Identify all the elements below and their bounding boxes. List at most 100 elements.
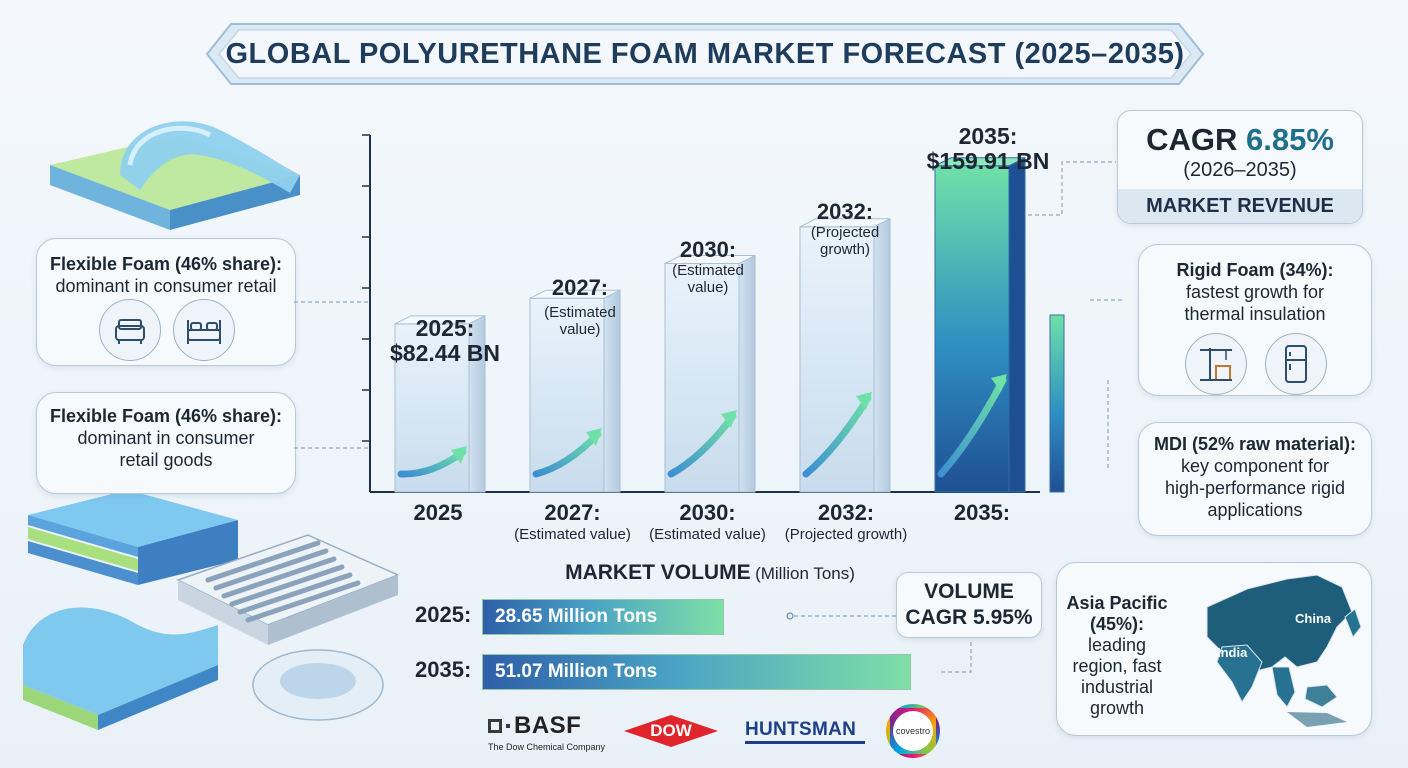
- title-banner: GLOBAL POLYURETHANE FOAM MARKET FORECAST…: [205, 22, 1205, 86]
- volume-connector: [786, 612, 972, 673]
- asia-title: Asia Pacific: [1066, 593, 1168, 613]
- bar-2027: [529, 289, 621, 493]
- bar-front: [529, 297, 605, 493]
- volume-title: MARKET VOLUME: [565, 561, 751, 584]
- callout-title: Rigid Foam (34%):: [1176, 260, 1334, 280]
- dow-logo: DOW: [622, 713, 720, 749]
- x-label-2032: 2032: (Projected growth): [776, 500, 916, 543]
- bed-icon: [173, 299, 235, 361]
- bar-2025: [394, 315, 486, 493]
- cagr-period: (2026–2035): [1183, 159, 1297, 181]
- basf-subtext: The Dow Chemical Company: [488, 742, 606, 752]
- callout-text-line2: thermal insulation: [1184, 304, 1326, 324]
- sofa-icon: [99, 299, 161, 361]
- volume-cagr-box: VOLUME CAGR 5.95%: [896, 572, 1042, 638]
- volume-cagr-line1: VOLUME: [924, 580, 1014, 603]
- growth-arrowhead-icon: [856, 392, 872, 410]
- volume-unit: (Million Tons): [755, 564, 855, 583]
- decorative-bar: [1049, 314, 1065, 493]
- volume-bar-label: 51.07 Million Tons: [495, 661, 658, 682]
- value-label-year: 2025:: [415, 315, 475, 341]
- volume-bar-label: 28.65 Million Tons: [495, 606, 658, 627]
- asia-line3: industrial: [1080, 677, 1154, 697]
- value-label-2030: 2030: (Estimated value): [628, 238, 788, 297]
- callout-text: dominant in consumer retail: [55, 276, 277, 296]
- value-label-note: (Projected growth): [810, 224, 880, 258]
- connector-lines-right: [1028, 161, 1123, 470]
- value-label-year: 2032:: [816, 199, 874, 224]
- x-label-sub: (Estimated value): [514, 526, 631, 543]
- volume-year-label: 2035:: [415, 657, 472, 682]
- bar-2035: [934, 156, 1026, 493]
- growth-arrowhead-icon: [586, 428, 602, 446]
- revenue-bar-chart: [362, 134, 1065, 493]
- x-label-year: 2027:: [544, 500, 601, 525]
- connector-lines-left: [294, 301, 370, 449]
- bar-front: [934, 165, 1010, 493]
- volume-chart-title: MARKET VOLUME (Million Tons): [540, 561, 880, 585]
- value-label-2027: 2027: (Estimated value): [500, 275, 660, 339]
- covestro-logo: covestro: [886, 704, 940, 758]
- page-title: GLOBAL POLYURETHANE FOAM MARKET FORECAST…: [225, 38, 1185, 70]
- basf-logo: BASF The Dow Chemical Company: [488, 712, 608, 752]
- asia-line4: growth: [1089, 698, 1145, 718]
- callout-asia-pacific: Asia Pacific (45%): leading region, fast…: [1056, 562, 1372, 736]
- x-label-year: 2035:: [953, 500, 1011, 525]
- growth-arrowhead-icon: [991, 374, 1007, 392]
- value-label-2025: 2025: $82.44 BN: [365, 316, 525, 366]
- map-label-china: China: [1295, 611, 1332, 626]
- bar-2032: [799, 217, 891, 493]
- volume-bar-2025: 28.65 Million Tons: [482, 599, 724, 635]
- construction-crane-icon: [1185, 333, 1247, 395]
- value-label-note: (Estimated value): [544, 304, 616, 338]
- cagr-card: CAGR 6.85% (2026–2035) MARKET REVENUE: [1117, 110, 1363, 224]
- asia-share: (45%):: [1089, 614, 1144, 634]
- callout-rigid-foam: Rigid Foam (34%): fastest growth for the…: [1138, 244, 1372, 396]
- x-label-year: 2030:: [679, 500, 736, 525]
- x-label-sub: (Projected growth): [784, 526, 908, 543]
- volume-year-label: 2025:: [415, 602, 472, 627]
- value-label-2035: 2035: $159.91 BN: [898, 124, 1078, 174]
- growth-arrow-icon: [937, 376, 1007, 478]
- callout-title: Flexible Foam (46% share):: [49, 254, 283, 274]
- callout-text-line2: retail goods: [119, 450, 213, 470]
- bar-front: [664, 263, 740, 493]
- bar-top: [934, 157, 1026, 167]
- bar-top: [799, 218, 891, 228]
- value-label-amount: $159.91 BN: [926, 148, 1050, 174]
- foam-products-illustration: [23, 490, 398, 730]
- covestro-wordmark: covestro: [893, 711, 933, 751]
- x-label-2030: 2030: (Estimated value): [640, 500, 775, 543]
- callout-text-line3: applications: [1207, 500, 1303, 520]
- foam-mattress-illustration: [50, 121, 300, 230]
- x-label-2025: 2025: [378, 500, 498, 526]
- volume-bar-2035: 51.07 Million Tons: [482, 654, 912, 690]
- map-label-india: India: [1217, 645, 1248, 660]
- growth-arrow-icon: [667, 412, 737, 478]
- value-label-amount: $82.44 BN: [390, 340, 500, 366]
- x-label-year: 2032:: [817, 500, 875, 525]
- value-label-year: 2027:: [551, 275, 609, 300]
- x-label-2035: 2035:: [922, 500, 1042, 526]
- bar-2030: [664, 254, 756, 493]
- asia-line1: leading: [1087, 635, 1147, 655]
- callout-mdi: MDI (52% raw material): key component fo…: [1138, 422, 1372, 536]
- basf-square-icon: [488, 719, 502, 733]
- asia-line2: region, fast: [1072, 656, 1162, 676]
- callout-flexible-foam-retail: Flexible Foam (46% share): dominant in c…: [36, 238, 296, 366]
- bar-top: [529, 289, 621, 299]
- callout-title: MDI (52% raw material):: [1153, 434, 1357, 454]
- bar-side: [1008, 156, 1026, 493]
- callout-text-line1: fastest growth for: [1185, 282, 1325, 302]
- bar-top: [394, 315, 486, 325]
- value-label-2032: 2032: (Projected growth): [765, 199, 925, 259]
- callout-title: Flexible Foam (46% share):: [49, 406, 283, 426]
- volume-cagr-line2: CAGR 5.95%: [905, 606, 1033, 629]
- callout-text-line1: key component for: [1180, 456, 1330, 476]
- asia-map: China India: [1206, 574, 1362, 727]
- bar-front: [394, 323, 470, 493]
- x-label-year: 2025: [413, 500, 463, 525]
- value-label-year: 2035:: [958, 123, 1018, 149]
- basf-wordmark: BASF: [514, 712, 582, 739]
- growth-arrow-icon: [802, 394, 872, 478]
